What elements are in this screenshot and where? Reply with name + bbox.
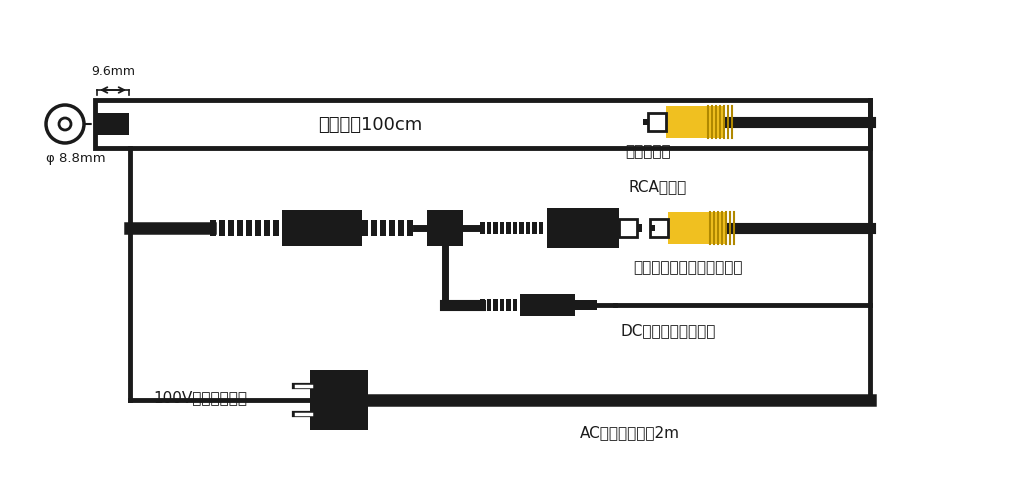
Text: 付属の映像ケーブルに繋ぐ: 付属の映像ケーブルに繋ぐ <box>633 260 742 275</box>
Bar <box>532 222 537 234</box>
Text: RCAプラグ: RCAプラグ <box>628 179 686 194</box>
Circle shape <box>46 105 84 143</box>
Bar <box>539 222 543 234</box>
Text: DCプラグを差し込む: DCプラグを差し込む <box>620 323 716 338</box>
Bar <box>228 220 234 236</box>
Bar <box>525 222 530 234</box>
Bar <box>282 210 362 246</box>
Bar <box>480 299 484 311</box>
Bar <box>668 212 726 244</box>
Bar <box>500 222 504 234</box>
Bar <box>97 113 129 135</box>
Text: ACアダプター　2m: ACアダプター 2m <box>580 425 680 440</box>
Text: 映像入力へ: 映像入力へ <box>626 144 671 159</box>
Bar <box>643 119 649 125</box>
Bar <box>650 225 655 231</box>
Bar <box>512 222 517 234</box>
Bar <box>575 300 597 310</box>
Bar <box>398 220 404 236</box>
Text: 9.6mm: 9.6mm <box>91 65 135 78</box>
Bar <box>637 224 642 232</box>
Bar <box>407 220 413 236</box>
Bar <box>493 222 498 234</box>
Bar <box>427 210 463 246</box>
Bar <box>666 106 724 138</box>
Bar <box>219 220 225 236</box>
Bar <box>255 220 261 236</box>
Bar <box>547 208 618 248</box>
Text: ケーブル100cm: ケーブル100cm <box>317 116 422 134</box>
Bar <box>519 222 523 234</box>
Bar <box>371 220 377 236</box>
Bar <box>506 222 511 234</box>
Bar <box>273 220 279 236</box>
Polygon shape <box>427 210 463 246</box>
Bar <box>648 113 666 131</box>
Circle shape <box>59 118 71 130</box>
Text: 100Vコンセントへ: 100Vコンセントへ <box>153 390 247 405</box>
Bar <box>506 299 511 311</box>
Bar <box>486 299 490 311</box>
Bar <box>237 220 243 236</box>
Bar <box>246 220 252 236</box>
Bar <box>380 220 386 236</box>
Bar <box>512 299 517 311</box>
Bar <box>310 370 368 430</box>
Bar <box>500 299 504 311</box>
Bar <box>480 222 484 234</box>
Bar <box>95 100 870 148</box>
Bar <box>493 299 498 311</box>
Bar <box>618 219 637 237</box>
Bar <box>264 220 270 236</box>
Bar <box>362 220 368 236</box>
Text: φ 8.8mm: φ 8.8mm <box>46 152 105 165</box>
Bar <box>210 220 216 236</box>
Bar <box>520 294 575 316</box>
Bar <box>389 220 395 236</box>
Bar <box>650 219 668 237</box>
Bar <box>486 222 490 234</box>
